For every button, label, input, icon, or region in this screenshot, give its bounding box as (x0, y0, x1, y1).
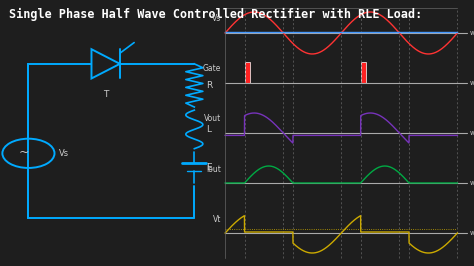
Text: Single Phase Half Wave Controlled Rectifier with RLE Load:: Single Phase Half Wave Controlled Rectif… (9, 8, 423, 21)
Text: wt: wt (469, 180, 474, 186)
Text: Gate: Gate (203, 64, 221, 73)
Text: wt: wt (469, 230, 474, 236)
Text: T: T (103, 90, 109, 99)
Text: wt: wt (469, 130, 474, 136)
FancyBboxPatch shape (245, 62, 250, 83)
Text: wt: wt (469, 80, 474, 86)
Text: Vout: Vout (204, 114, 221, 123)
Text: Vs: Vs (59, 149, 69, 158)
Text: Iout: Iout (207, 164, 221, 173)
Text: Vt: Vt (213, 214, 221, 223)
Text: E: E (206, 163, 212, 172)
Text: L: L (206, 125, 211, 134)
Text: ~: ~ (18, 146, 29, 159)
Text: Vs: Vs (212, 14, 221, 23)
FancyBboxPatch shape (361, 62, 366, 83)
Text: R: R (206, 81, 212, 90)
Text: wt: wt (469, 30, 474, 36)
